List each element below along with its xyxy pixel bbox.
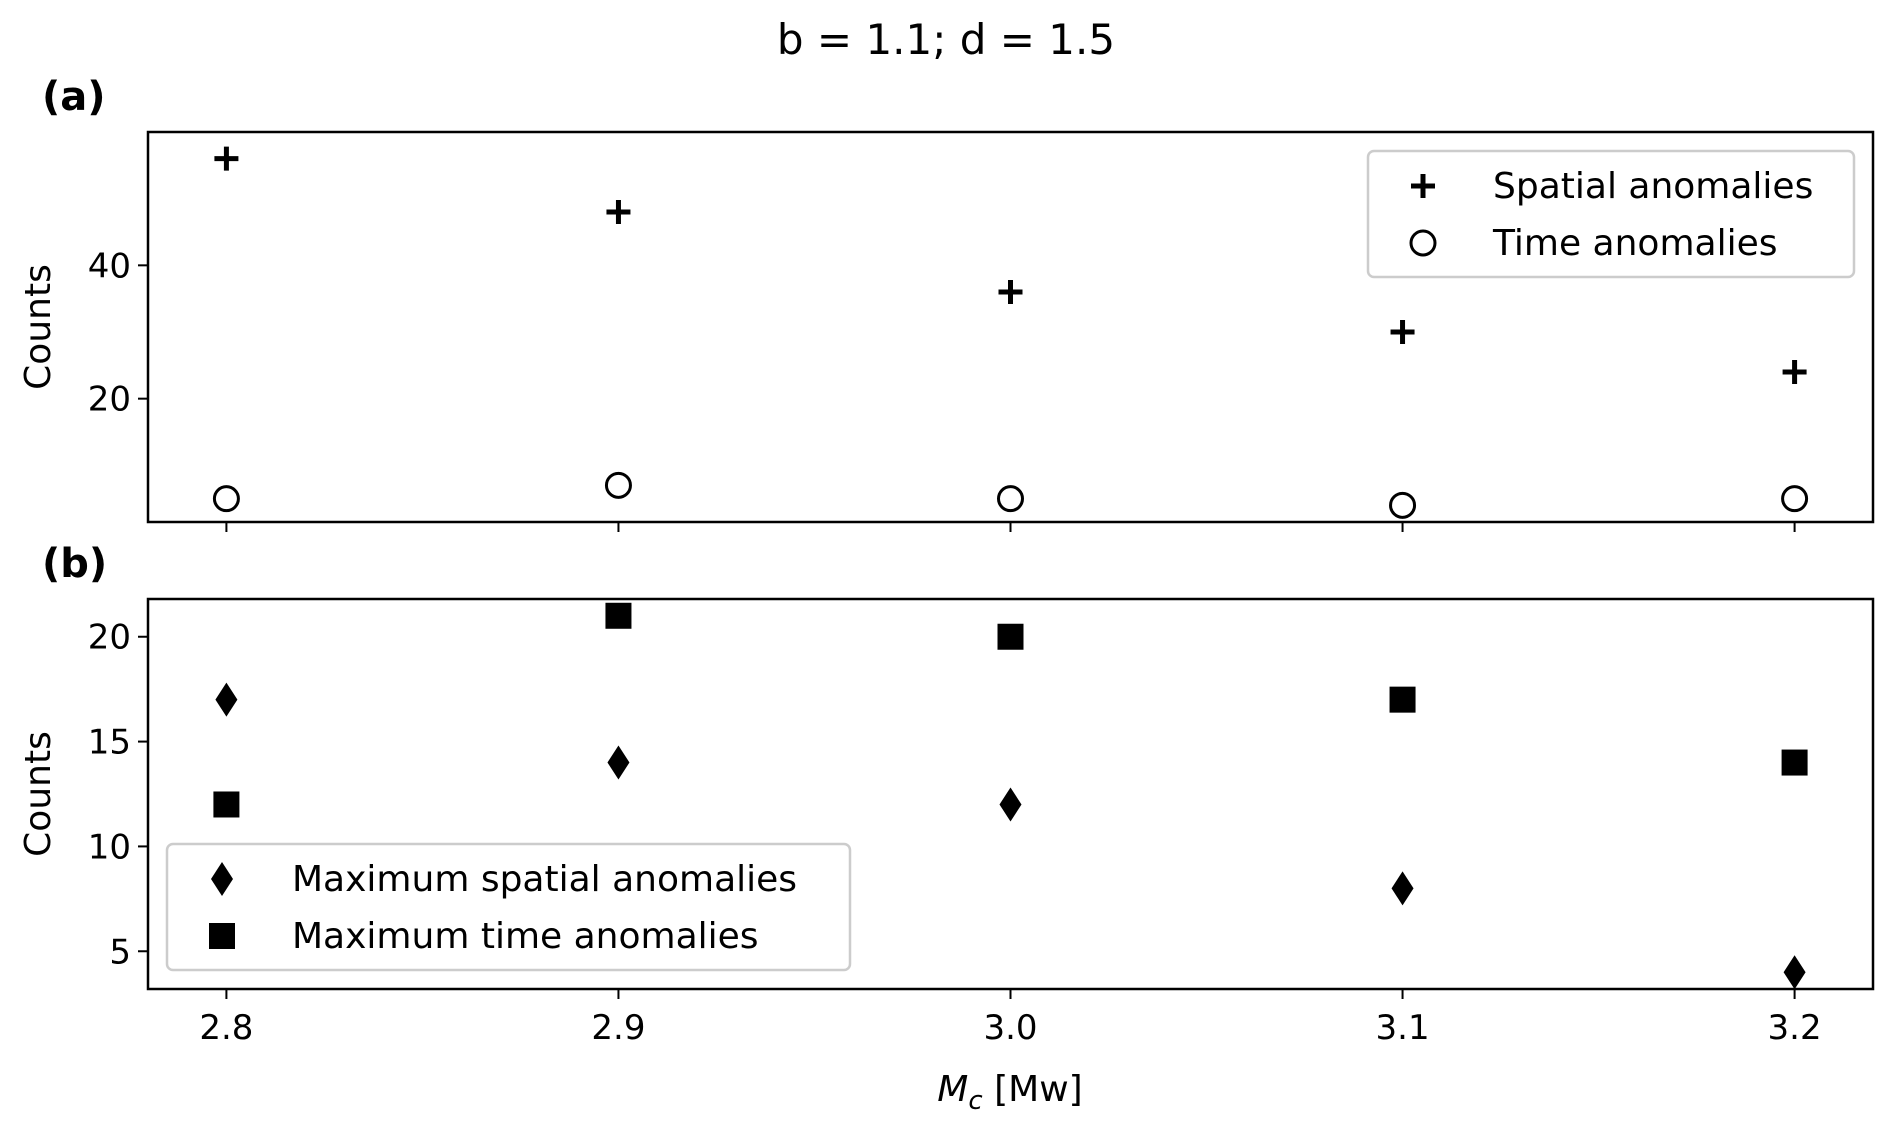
series-plus: [214, 146, 1807, 384]
data-point-square: [1389, 686, 1416, 713]
data-point-diamond: [1783, 955, 1806, 990]
series-circle-open: [212, 471, 1809, 519]
legend-marker-plus: [1411, 174, 1435, 198]
panels: (a) Counts 20 40 Spatial anomalies Time anoma…: [18, 74, 1875, 1048]
xaxis-label: Mc [Mw]: [937, 1069, 1082, 1116]
xtick-label: 3.1: [1376, 1008, 1430, 1048]
data-point-circle-open: [1781, 485, 1809, 513]
xtick-label: 3.2: [1768, 1008, 1822, 1048]
data-point-square: [213, 791, 240, 818]
legend-label: Maximum time anomalies: [292, 916, 759, 957]
xtick-label: 2.9: [591, 1008, 645, 1048]
data-point-plus: [214, 146, 239, 171]
data-point-square: [605, 602, 632, 629]
data-point-plus: [1390, 320, 1415, 344]
legend-frame: [1366, 149, 1856, 279]
figure-title: b = 1.1; d = 1.5: [777, 15, 1115, 64]
legend: Maximum spatial anomalies Maximum time an…: [165, 842, 852, 972]
xaxis-label-main: M: [937, 1069, 968, 1110]
xtick-label: 2.8: [199, 1008, 253, 1048]
data-point-diamond: [607, 745, 630, 780]
legend-marker-square: [209, 923, 235, 949]
yaxis-label: Counts: [18, 731, 59, 857]
legend-label: Spatial anomalies: [1493, 166, 1813, 207]
ytick-label: 20: [88, 618, 131, 658]
data-point-diamond: [1391, 871, 1414, 906]
legend: Spatial anomalies Time anomalies: [1366, 149, 1856, 279]
ytick-label: 20: [88, 380, 131, 420]
data-point-plus: [606, 200, 631, 224]
panel-b: (b) Counts 5 10 15 20 2.8 2.9 3.0 3.1 3.2 Maximum s…: [18, 541, 1875, 1048]
series-square: [213, 602, 1808, 818]
yaxis-label: Counts: [18, 264, 59, 390]
ytick-label: 5: [109, 932, 131, 972]
data-point-plus: [1782, 360, 1807, 384]
data-point-square: [1781, 749, 1808, 776]
ytick-label: 40: [88, 246, 131, 286]
data-point-square: [997, 623, 1024, 650]
panel-a: (a) Counts 20 40 Spatial anomalies Time anoma…: [18, 74, 1875, 532]
data-point-circle-open: [212, 485, 240, 513]
panel-label: (b): [42, 541, 107, 587]
data-point-circle-open: [997, 485, 1024, 513]
data-point-diamond: [999, 787, 1022, 822]
legend-label: Time anomalies: [1492, 223, 1777, 264]
data-point-circle-open: [604, 471, 632, 499]
data-point-diamond: [215, 682, 238, 717]
legend-label: Maximum spatial anomalies: [292, 859, 797, 900]
xaxis-label-unit: [Mw]: [983, 1069, 1083, 1110]
legend-marker-diamond: [211, 862, 233, 896]
ytick-label: 15: [88, 723, 131, 763]
xaxis-label-subscript: c: [968, 1086, 982, 1116]
series-diamond: [215, 682, 1806, 990]
panel-label: (a): [42, 74, 106, 120]
xtick-label: 3.0: [983, 1008, 1037, 1048]
legend-marker-circle-open: [1409, 229, 1437, 257]
legend-frame: [165, 842, 852, 972]
ytick-label: 10: [88, 827, 131, 867]
data-point-plus: [998, 280, 1023, 304]
data-point-circle-open: [1389, 491, 1417, 519]
